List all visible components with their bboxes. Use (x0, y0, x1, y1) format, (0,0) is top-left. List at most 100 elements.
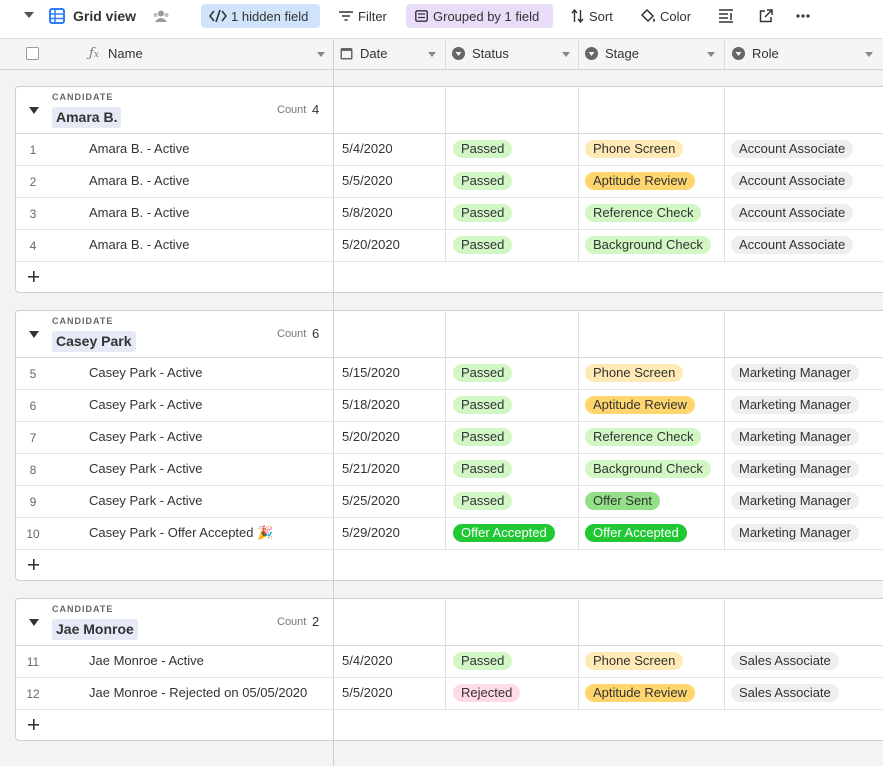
row-number: 4 (29, 239, 37, 253)
group-toggle[interactable] (29, 619, 39, 626)
role-chip: Account Associate (731, 236, 854, 254)
date-cell: 5/5/2020 (342, 173, 393, 188)
name-cell: Casey Park - Active (89, 461, 203, 476)
view-menu-caret[interactable] (24, 11, 34, 19)
row-line (16, 261, 883, 262)
add-record[interactable] (28, 719, 39, 730)
column-menu[interactable] (707, 52, 715, 57)
group-toggle[interactable] (29, 331, 39, 338)
group-count-label: Count (277, 616, 307, 628)
group-count: 6 (312, 326, 320, 341)
status-chip: Passed (453, 236, 513, 254)
date-cell: 5/5/2020 (342, 685, 393, 700)
row-number: 2 (29, 175, 37, 189)
status-chip: Passed (453, 172, 513, 190)
row-line (16, 549, 883, 550)
select-all-checkbox[interactable] (26, 47, 39, 60)
share-icon[interactable] (759, 9, 773, 23)
row-height-icon[interactable] (718, 9, 734, 23)
filter-button[interactable]: Filter (358, 9, 387, 24)
column-header[interactable]: Name (108, 46, 143, 61)
role-chip: Account Associate (731, 204, 854, 222)
date-cell: 5/18/2020 (342, 397, 400, 412)
group-count: 4 (312, 102, 320, 117)
column-header[interactable]: Date (360, 46, 388, 61)
row-number: 6 (29, 399, 37, 413)
column-divider (445, 310, 446, 549)
name-cell: Amara B. - Active (89, 205, 190, 220)
date-cell: 5/25/2020 (342, 493, 400, 508)
formula-icon: ƒx (89, 46, 99, 61)
date-cell: 5/15/2020 (342, 365, 400, 380)
stage-chip: Offer Sent (585, 492, 661, 510)
role-chip: Account Associate (731, 140, 854, 158)
column-header[interactable]: Role (752, 46, 779, 61)
group-name: Jae Monroe (52, 619, 138, 640)
stage-chip: Aptitude Review (585, 172, 695, 190)
status-chip: Passed (453, 204, 513, 222)
role-chip: Marketing Manager (731, 396, 859, 414)
group-name: Casey Park (52, 331, 136, 352)
column-divider (724, 86, 725, 261)
group-label: Grouped by 1 field (433, 9, 540, 24)
role-chip: Marketing Manager (731, 364, 859, 382)
hidden-icon (209, 10, 227, 22)
row-number: 12 (26, 687, 40, 701)
column-divider (578, 39, 579, 69)
name-cell: Casey Park - Offer Accepted 🎉 (89, 525, 274, 540)
group-button[interactable] (406, 4, 553, 28)
column-header[interactable]: Stage (605, 46, 639, 61)
row-line (16, 645, 883, 646)
row-line (16, 453, 883, 454)
column-menu[interactable] (317, 52, 325, 57)
row-number: 10 (26, 527, 40, 541)
column-divider (578, 598, 579, 709)
name-cell: Amara B. - Active (89, 237, 190, 252)
group-field-label: CANDIDATE (52, 92, 114, 102)
stage-chip: Offer Accepted (585, 524, 687, 542)
column-divider (724, 39, 725, 69)
column-menu[interactable] (428, 52, 436, 57)
date-cell: 5/8/2020 (342, 205, 393, 220)
hidden-fields-button[interactable] (201, 4, 320, 28)
collaborators-icon[interactable] (152, 10, 170, 22)
view-name[interactable]: Grid view (73, 8, 137, 24)
more-icon[interactable] (796, 14, 810, 18)
column-divider (578, 86, 579, 261)
date-cell: 5/4/2020 (342, 141, 393, 156)
role-chip: Marketing Manager (731, 524, 859, 542)
role-chip: Sales Associate (731, 652, 839, 670)
row-line (16, 389, 883, 390)
column-menu[interactable] (865, 52, 873, 57)
add-record[interactable] (28, 271, 39, 282)
row-line (16, 517, 883, 518)
group-name: Amara B. (52, 107, 122, 128)
add-record[interactable] (28, 559, 39, 570)
hidden-fields-label: 1 hidden field (231, 9, 309, 24)
stage-chip: Phone Screen (585, 652, 684, 670)
name-cell: Casey Park - Active (89, 365, 203, 380)
row-line (16, 677, 883, 678)
column-menu[interactable] (562, 52, 570, 57)
sort-button[interactable]: Sort (589, 9, 613, 24)
color-icon (640, 9, 655, 23)
role-chip: Marketing Manager (731, 428, 859, 446)
status-chip: Offer Accepted (453, 524, 555, 542)
date-cell: 5/20/2020 (342, 237, 400, 252)
row-number: 3 (29, 207, 37, 221)
column-divider (724, 310, 725, 549)
stage-chip: Phone Screen (585, 364, 684, 382)
role-chip: Marketing Manager (731, 460, 859, 478)
status-chip: Passed (453, 652, 513, 670)
row-number: 9 (29, 495, 37, 509)
select-icon (452, 47, 465, 60)
frozen-divider (333, 86, 334, 293)
name-cell: Amara B. - Active (89, 141, 190, 156)
name-cell: Amara B. - Active (89, 173, 190, 188)
group-field-label: CANDIDATE (52, 604, 114, 614)
group-toggle[interactable] (29, 107, 39, 114)
column-header[interactable]: Status (472, 46, 509, 61)
date-cell: 5/29/2020 (342, 525, 400, 540)
color-button[interactable]: Color (660, 9, 692, 24)
